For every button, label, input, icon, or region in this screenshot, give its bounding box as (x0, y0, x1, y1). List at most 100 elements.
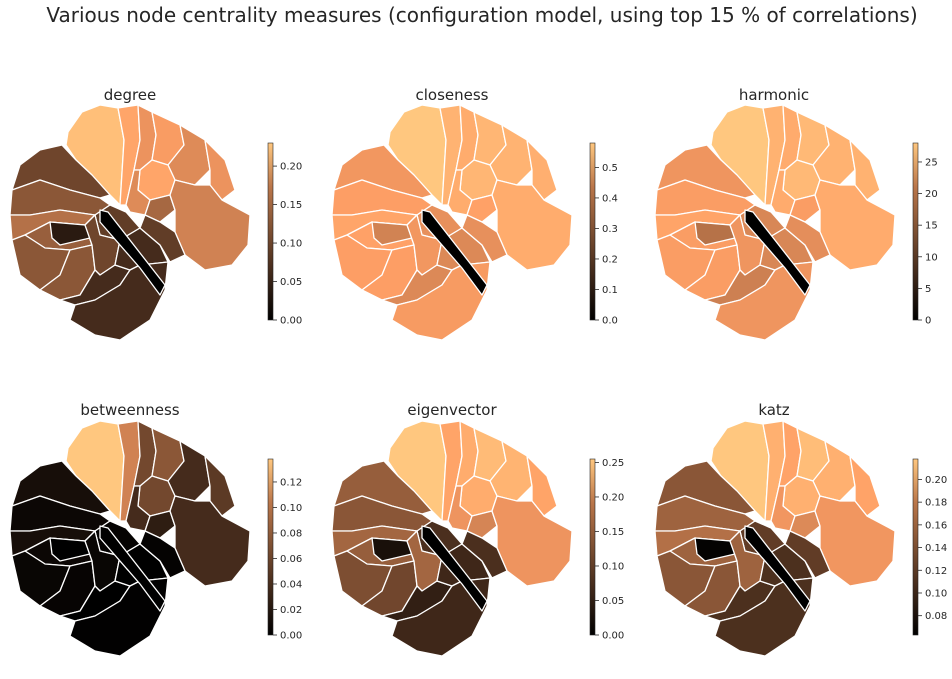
colorbar-tick-label: 0.06 (280, 554, 302, 565)
colorbar-tick-label: 0.08 (925, 611, 947, 622)
colorbar-tick-label: 0.0 (602, 316, 618, 327)
colorbar-tick-label: 15 (925, 221, 938, 232)
brain-region (694, 221, 736, 246)
brain-map (9, 420, 251, 657)
colorbar-tick-label: 0.05 (280, 277, 302, 288)
brain-region (714, 261, 814, 341)
colorbar-tick-label: 20 (925, 189, 938, 200)
colorbar-tick-label: 25 (925, 157, 938, 168)
colorbar-tick-label: 0.20 (925, 475, 947, 486)
colorbar-tick-label: 0.04 (280, 579, 302, 590)
brain-region (784, 214, 831, 263)
brain-region (421, 209, 488, 296)
colorbar-tick-label: 5 (925, 284, 931, 295)
brain-map (331, 104, 573, 341)
colorbar-tick-label: 0.2 (602, 254, 618, 265)
colorbar-tick-label: 0.18 (925, 498, 947, 509)
panel-title: harmonic (739, 86, 809, 104)
figure-title: Various node centrality measures (config… (46, 3, 917, 27)
colorbar-tick-label: 0.3 (602, 224, 618, 235)
colorbar-tick-label: 0.12 (925, 566, 947, 577)
panel-degree: degree 0.00 0.05 0.10 0.15 0.20 (9, 86, 302, 341)
colorbar-tick-label: 0.10 (280, 503, 302, 514)
brain-region (125, 485, 151, 532)
brain-region (49, 537, 91, 562)
brain-map (9, 104, 251, 341)
colorbar-tick-label: 0.10 (925, 588, 947, 599)
brain-region (447, 485, 473, 532)
colorbar-tick-label: 0.5 (602, 163, 618, 174)
panel-katz: katz 0.08 0.10 0.12 0.14 0.16 0.18 0.20 (654, 401, 947, 657)
brain-region (391, 261, 491, 341)
colorbar (267, 142, 274, 321)
brain-region (461, 530, 508, 579)
colorbar (912, 458, 919, 636)
brain-region (69, 261, 169, 341)
colorbar-tick-label: 0.10 (280, 239, 302, 250)
panel-title: closeness (415, 86, 488, 104)
panel-title: eigenvector (407, 401, 497, 419)
colorbar (589, 142, 596, 321)
colorbar-tick-label: 0.10 (602, 561, 624, 572)
brain-region (784, 530, 831, 579)
brain-map (654, 420, 896, 657)
brain-region (466, 194, 498, 223)
brain-map (654, 104, 896, 341)
colorbar-tick-label: 0.00 (280, 631, 302, 642)
colorbar-tick-label: 0.05 (602, 596, 624, 607)
colorbar-tick-label: 0.1 (602, 285, 618, 296)
brain-region (144, 510, 176, 539)
brain-map (331, 420, 573, 657)
brain-region (447, 169, 473, 216)
brain-region (714, 577, 814, 657)
colorbar (267, 458, 274, 636)
colorbar-tick-label: 0.08 (280, 528, 302, 539)
brain-region (371, 537, 413, 562)
colorbar-tick-label: 0 (925, 316, 931, 327)
panel-harmonic: harmonic 0 5 10 15 20 25 (654, 86, 938, 341)
brain-region (744, 525, 811, 612)
brain-region (421, 525, 488, 612)
panel-eigenvector: eigenvector 0.00 0.05 0.10 0.15 0.20 0.25 (331, 401, 624, 657)
brain-region (144, 194, 176, 223)
colorbar-tick-label: 0.4 (602, 193, 618, 204)
colorbar-tick-label: 0.00 (280, 316, 302, 327)
panel-closeness: closeness 0.0 0.1 0.2 0.3 0.4 0.5 (331, 86, 618, 341)
brain-region (789, 194, 821, 223)
panel-title: betweenness (80, 401, 179, 419)
colorbar-tick-label: 0.16 (925, 520, 947, 531)
colorbar-tick-label: 0.02 (280, 605, 302, 616)
brain-region (770, 169, 796, 216)
panel-title: degree (104, 86, 157, 104)
brain-region (789, 510, 821, 539)
brain-region (139, 214, 186, 263)
brain-region (466, 510, 498, 539)
brain-region (99, 525, 166, 612)
colorbar-tick-label: 0.12 (280, 477, 302, 488)
colorbar-tick-label: 10 (925, 252, 938, 263)
colorbar-tick-label: 0.20 (602, 492, 624, 503)
colorbar-tick-label: 0.20 (280, 162, 302, 173)
brain-region (125, 169, 151, 216)
panels-group: degree0.000.050.100.150.20closeness0.00.… (9, 86, 947, 657)
colorbar-tick-label: 0.15 (602, 527, 624, 538)
colorbar-tick-label: 0.15 (280, 200, 302, 211)
brain-region (391, 577, 491, 657)
panel-betweenness: betweenness 0.00 0.02 0.04 0.06 0.08 0.10 0.12 (9, 401, 302, 657)
panel-title: katz (758, 401, 789, 419)
brain-region (49, 221, 91, 246)
colorbar (912, 142, 919, 321)
brain-region (99, 209, 166, 296)
colorbar-tick-label: 0.25 (602, 458, 624, 469)
brain-region (69, 577, 169, 657)
brain-region (770, 485, 796, 532)
brain-region (461, 214, 508, 263)
colorbar-tick-label: 0.14 (925, 543, 947, 554)
colorbar-tick-label: 0.00 (602, 631, 624, 642)
brain-region (744, 209, 811, 296)
brain-region (371, 221, 413, 246)
brain-region (139, 530, 186, 579)
brain-region (694, 537, 736, 562)
colorbar (589, 458, 596, 636)
